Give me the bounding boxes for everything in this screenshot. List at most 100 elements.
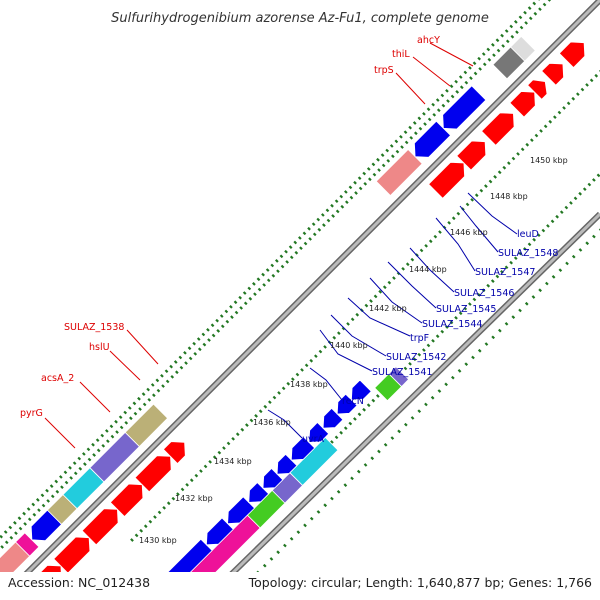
tick-dot-inner-lower: [585, 241, 590, 246]
tick-dot-outer: [4, 540, 9, 545]
gene-label-acsA_2[interactable]: acsA_2: [41, 373, 74, 384]
gene-label-leuD[interactable]: leuD: [517, 229, 539, 240]
gene-fwd-10[interactable]: [481, 112, 515, 146]
gene-label-SULAZ_1548[interactable]: SULAZ_1548: [498, 248, 558, 259]
gene-trpS-block[interactable]: [375, 148, 423, 197]
gene-thiL-block[interactable]: [413, 120, 452, 158]
tick-dot-inner: [419, 248, 424, 253]
tick-dot-inner-track: [339, 430, 343, 435]
gene-block-b3[interactable]: [308, 421, 330, 443]
gene-label-pyrG[interactable]: pyrG: [20, 408, 43, 419]
gene-label-SULAZ_1546[interactable]: SULAZ_1546: [454, 288, 514, 299]
tick-dot-outer: [247, 286, 252, 291]
tick-dot-outer: [455, 90, 460, 94]
gene-fwd-13[interactable]: [541, 62, 565, 86]
tick-dot-outer: [59, 475, 63, 479]
gene-label-trpS[interactable]: trpS: [374, 65, 394, 76]
tick-dot-outer: [422, 112, 426, 116]
gene-label-trpF[interactable]: trpF: [410, 333, 429, 344]
tick-label-1430: 1430 kbp: [139, 536, 177, 545]
tick-dot-inner: [157, 510, 162, 515]
gene-block-b4[interactable]: [336, 393, 358, 415]
gene-SULAZ_1542-block[interactable]: [227, 496, 256, 525]
gene-fwd-12[interactable]: [527, 79, 548, 100]
gene-SULAZ_1548-block[interactable]: [322, 407, 344, 429]
tick-dot-outer: [389, 144, 394, 148]
tick-dot-inner: [474, 193, 479, 198]
tick-dot-outer: [220, 324, 225, 329]
gene-block-lightgray[interactable]: [510, 35, 536, 62]
gene-label-hslU[interactable]: hslU: [89, 342, 110, 353]
gene-block-steel[interactable]: [388, 366, 410, 388]
gene-fwd-3[interactable]: [53, 536, 91, 573]
tick-dot-outer: [496, 48, 501, 53]
gene-label-uvrA[interactable]: uvrA: [302, 434, 325, 445]
tick-dot-inner: [369, 299, 373, 303]
gene-fwd-14[interactable]: [558, 41, 586, 69]
tick-dot-inner: [281, 386, 286, 391]
tick-dot-inner: [309, 358, 314, 363]
gene-block-b5[interactable]: [350, 379, 372, 401]
tick-dot-outer: [288, 245, 293, 249]
gene-fwd-5[interactable]: [109, 483, 144, 518]
tick-dot-inner: [350, 317, 355, 322]
tick-dot-inner: [451, 216, 456, 221]
gene-label-thiL[interactable]: thiL: [392, 49, 410, 60]
tick-dot-inner: [543, 124, 548, 129]
gene-SULAZ_1545-block[interactable]: [276, 453, 298, 475]
tick-dot-inner-track: [564, 205, 569, 210]
gene-label-SULAZ_1542[interactable]: SULAZ_1542: [386, 352, 446, 363]
tick-dot-inner: [314, 354, 318, 358]
tick-dot-outer: [322, 223, 326, 227]
gene-SULAZ_1541-block[interactable]: [205, 517, 234, 546]
tick-dot-inner: [226, 441, 231, 446]
tick-dot-outer: [325, 208, 330, 213]
tick-dot-inner-track: [578, 191, 582, 196]
tick-dot-inner: [387, 280, 392, 285]
gene-block-b2[interactable]: [262, 467, 284, 489]
tick-dot-outer: [349, 195, 354, 200]
gene-label-SULAZ_1545[interactable]: SULAZ_1545: [436, 304, 496, 315]
tick-dot-outer: [519, 25, 524, 30]
gene-ahcY-block[interactable]: [442, 85, 487, 130]
tick-dot-outer: [431, 102, 435, 107]
tick-dot-outer: [414, 131, 418, 136]
gene-SULAZ_1538-block[interactable]: [124, 403, 169, 448]
gene-fwd-9[interactable]: [456, 140, 487, 171]
tick-dot-outer: [487, 57, 492, 62]
tick-dot-outer: [400, 145, 404, 149]
tick-dot-inner: [134, 533, 139, 538]
tick-dot-inner-track: [449, 320, 454, 325]
tick-label-1450: 1450 kbp: [530, 156, 568, 165]
tick-dot-outer: [357, 176, 362, 180]
tick-dot-outer: [440, 93, 445, 98]
gene-fwd-8[interactable]: [428, 161, 466, 199]
gene-block-magenta[interactable]: [15, 532, 40, 557]
tick-dot-outer: [432, 113, 437, 117]
gene-fwd-6[interactable]: [134, 455, 172, 493]
tick-dot-inner-lower: [244, 585, 246, 587]
gene-label-SULAZ_1541[interactable]: SULAZ_1541: [372, 367, 432, 378]
tick-dot-outer: [311, 222, 316, 226]
gene-label-SULAZ_1544[interactable]: SULAZ_1544: [422, 319, 482, 330]
tick-dot-outer: [256, 277, 261, 282]
tick-dot-outer: [532, 1, 537, 6]
tick-dot-inner-track: [486, 283, 491, 288]
tick-dot-inner: [401, 267, 405, 271]
gene-fwd-7[interactable]: [162, 441, 186, 465]
gene-fwd-4[interactable]: [81, 508, 119, 546]
gene-label-ahcY[interactable]: ahcY: [417, 35, 440, 46]
gene-label-SULAZ_1538[interactable]: SULAZ_1538: [64, 322, 124, 333]
gene-label-recN[interactable]: recN: [342, 396, 364, 407]
tick-dot-inner: [295, 372, 300, 377]
gene-block-b1[interactable]: [248, 482, 270, 503]
tick-dot-outer: [124, 421, 129, 425]
tick-dot-inner: [249, 418, 254, 423]
gene-fwd-2[interactable]: [33, 564, 62, 594]
gene-recN-block[interactable]: [164, 538, 213, 587]
tick-dot-inner-lower: [296, 530, 301, 534]
gene-fwd-11[interactable]: [509, 91, 536, 118]
tick-dot-inner: [139, 528, 144, 533]
gene-block-blue[interactable]: [30, 509, 63, 542]
gene-label-SULAZ_1547[interactable]: SULAZ_1547: [475, 267, 535, 278]
